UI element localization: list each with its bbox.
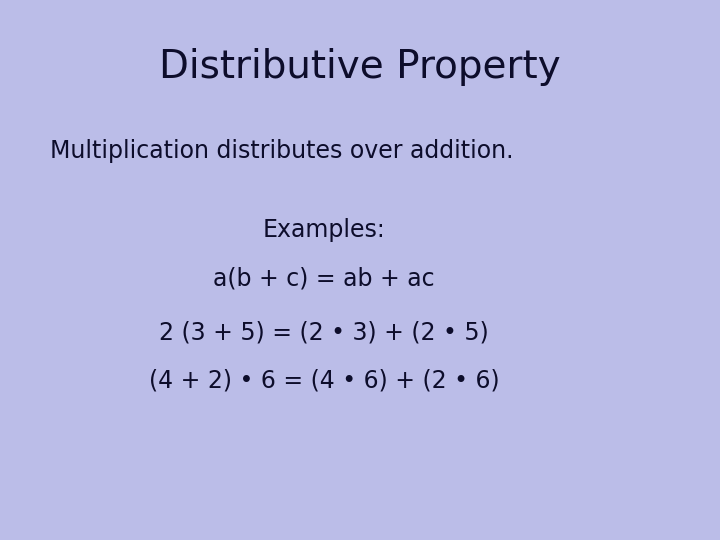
Text: Distributive Property: Distributive Property bbox=[159, 49, 561, 86]
Text: 2 (3 + 5) = (2 • 3) + (2 • 5): 2 (3 + 5) = (2 • 3) + (2 • 5) bbox=[159, 320, 489, 344]
Text: (4 + 2) • 6 = (4 • 6) + (2 • 6): (4 + 2) • 6 = (4 • 6) + (2 • 6) bbox=[149, 369, 499, 393]
Text: a(b + c) = ab + ac: a(b + c) = ab + ac bbox=[213, 266, 435, 290]
Text: Multiplication distributes over addition.: Multiplication distributes over addition… bbox=[50, 139, 514, 163]
Text: Examples:: Examples: bbox=[263, 218, 385, 241]
